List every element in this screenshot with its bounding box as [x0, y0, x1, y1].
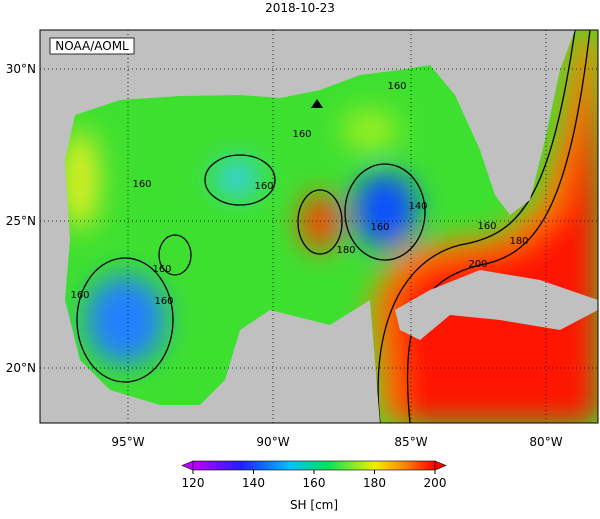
- credit: NOAA/AOML: [55, 39, 129, 53]
- contour-label: 180: [509, 236, 528, 247]
- lat-label: 20°N: [6, 361, 36, 375]
- contour-label: 160: [154, 296, 173, 307]
- lat-label: 30°N: [6, 62, 36, 76]
- contour-label: 140: [408, 201, 427, 212]
- lon-label: 80°W: [529, 435, 562, 449]
- contour-label: 160: [254, 181, 273, 192]
- contour-label: 200: [468, 259, 487, 270]
- cuba: [395, 270, 598, 340]
- colorbar-tick-label: 160: [303, 476, 326, 490]
- contour-label: 160: [152, 264, 171, 275]
- lon-label: 85°W: [394, 435, 427, 449]
- title: 2018-10-23: [265, 1, 335, 15]
- contour-label: 160: [292, 129, 311, 140]
- contour-label: 160: [477, 221, 496, 232]
- graticule: [40, 30, 598, 423]
- lon-label: 90°W: [256, 435, 289, 449]
- contour-label: 160: [70, 290, 89, 301]
- colorbar-max-arrow: [434, 460, 447, 471]
- credit-box: [49, 37, 135, 55]
- lat-label: 25°N: [6, 214, 36, 228]
- contour-label: 160: [370, 222, 389, 233]
- lon-label: 95°W: [111, 435, 144, 449]
- colorbar-tick-label: 120: [182, 476, 205, 490]
- colorbar: [192, 460, 436, 471]
- colorbar-tick-label: 140: [242, 476, 265, 490]
- colorbar-tick-label: 200: [424, 476, 447, 490]
- map-frame: [39, 29, 599, 424]
- marker: [311, 99, 323, 108]
- contour-label: 180: [336, 245, 355, 256]
- colorbar-min-arrow: [181, 460, 194, 471]
- contour-label: 160: [387, 81, 406, 92]
- colorbar-label: SH [cm]: [290, 498, 338, 512]
- contour-label: 160: [132, 179, 151, 190]
- colorbar-tick-label: 180: [363, 476, 386, 490]
